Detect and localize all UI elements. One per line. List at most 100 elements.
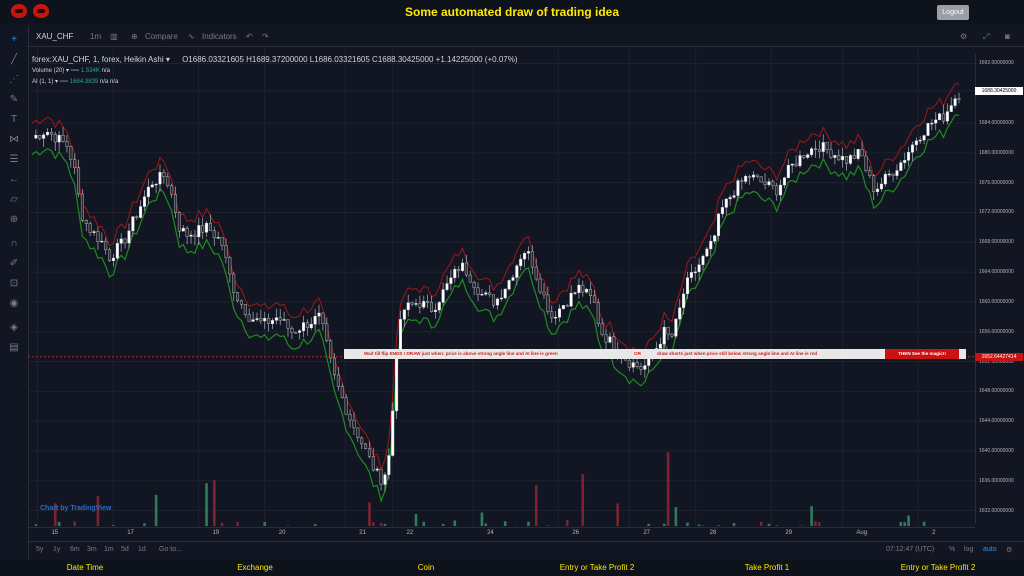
crosshair-icon[interactable]: +	[11, 34, 17, 45]
log-toggle[interactable]: log	[964, 546, 974, 553]
candle-body	[736, 180, 740, 196]
lock-drawing-icon[interactable]: ✐	[9, 258, 19, 269]
trash-icon[interactable]: ▤	[9, 342, 19, 353]
candle-body	[701, 255, 705, 265]
candle-body	[158, 172, 162, 185]
candle-body	[205, 222, 209, 233]
trend-line-icon[interactable]: ╱	[10, 54, 18, 65]
range-button-3m[interactable]: 3m	[87, 546, 97, 553]
candle-body	[410, 302, 414, 305]
volume-name[interactable]: Volume (20)	[32, 68, 65, 74]
candle-body	[542, 291, 546, 296]
range-button-1d[interactable]: 1d	[138, 546, 146, 553]
candle-body	[259, 318, 263, 322]
magnet-icon[interactable]: ∩	[10, 238, 18, 249]
range-button-5y[interactable]: 5y	[36, 546, 44, 553]
candle-body	[379, 468, 383, 485]
candle-body	[740, 180, 744, 182]
time-axis-label: 22	[406, 530, 414, 536]
zoom-in-icon[interactable]: ⊕	[9, 214, 19, 225]
redo-icon[interactable]: ↷	[262, 32, 269, 41]
range-button-5d[interactable]: 5d	[121, 546, 129, 553]
candle-body	[336, 374, 340, 387]
candle-body	[317, 312, 321, 317]
volume-bar	[565, 520, 569, 526]
prediction-icon[interactable]: ☰	[9, 154, 19, 165]
volume-bar	[810, 506, 813, 526]
ai-name[interactable]: AI (1, 1)	[32, 79, 54, 85]
text-icon[interactable]: T	[10, 114, 18, 125]
utc-clock[interactable]: 07:12:47 (UTC)	[886, 546, 935, 553]
candle-body	[422, 301, 426, 308]
indicators-button[interactable]: Indicators	[202, 32, 237, 41]
candle-body	[333, 357, 337, 376]
percent-toggle[interactable]: %	[949, 546, 956, 553]
candle-body	[864, 155, 868, 171]
footer-bar: Date Time Exchange Coin Entry or Take Profi…	[0, 560, 1024, 576]
fullscreen-icon[interactable]: ⤢	[983, 32, 990, 41]
range-button-6m[interactable]: 6m	[70, 546, 80, 553]
indicators-icon[interactable]: ∿	[188, 32, 195, 41]
price-axis-label: 1664.00000000	[979, 269, 1014, 276]
screenshot-icon[interactable]: ◙	[1005, 32, 1010, 41]
candle-body	[763, 181, 767, 185]
candle-body	[80, 193, 84, 221]
time-axis[interactable]: 15 17 19 20 21 22 24 26 27 28 29 Aug 2	[28, 527, 975, 540]
settings-icon[interactable]: ⚙	[960, 32, 968, 41]
price-chart[interactable]	[28, 48, 975, 526]
candle-body	[154, 183, 158, 186]
undo-icon[interactable]: ↶	[246, 32, 253, 41]
eye-icon[interactable]: ◉	[9, 298, 19, 309]
chart-type-icon[interactable]: ▥	[110, 32, 118, 41]
pattern-icon[interactable]: ⋈	[9, 134, 19, 145]
compare-button[interactable]: Compare	[145, 32, 178, 41]
compare-icon[interactable]: ⊕	[131, 32, 138, 41]
candle-body	[953, 98, 957, 106]
candle-body	[670, 333, 674, 337]
candle-body	[720, 207, 724, 215]
auto-toggle[interactable]: auto	[983, 546, 997, 553]
ruler-icon[interactable]: ▱	[10, 194, 18, 205]
volume-bar	[220, 522, 224, 526]
symbol-search[interactable]: XAU_CHF	[36, 32, 74, 41]
candle-body	[685, 277, 689, 295]
candle-body	[534, 266, 538, 280]
candle-body	[523, 253, 527, 260]
candle-body	[922, 135, 926, 141]
ai-na-1: n/a	[99, 79, 109, 85]
fib-icon[interactable]: ⋰	[9, 74, 19, 85]
layers-icon[interactable]: ◈	[10, 322, 18, 333]
price-axis-label: 1648.00000000	[979, 388, 1014, 395]
candle-body	[49, 132, 53, 135]
candle-body	[949, 105, 953, 112]
candle-body	[709, 241, 713, 250]
candle-body	[957, 98, 961, 100]
candle-body	[480, 294, 484, 296]
candle-body	[592, 295, 596, 303]
goto-button[interactable]: Go to...	[159, 546, 182, 553]
range-button-1y[interactable]: 1y	[53, 546, 61, 553]
candle-body	[682, 293, 686, 308]
legend-symbol[interactable]: forex:XAU_CHF, 1, forex, Heikin Ashi	[32, 55, 164, 64]
volume-bar	[372, 522, 375, 526]
volume-bar	[96, 496, 100, 526]
candle-body	[755, 174, 759, 177]
candle-body	[561, 305, 565, 309]
back-arrow-icon[interactable]: ←	[9, 174, 19, 185]
interval-button[interactable]: 1m	[90, 32, 102, 41]
candle-body	[426, 301, 430, 303]
lock-icon[interactable]: ⊡	[9, 278, 19, 289]
range-button-1m[interactable]: 1m	[104, 546, 114, 553]
tradingview-watermark[interactable]: Chart by TradingView	[40, 505, 112, 512]
candle-body	[918, 139, 922, 142]
candle-body	[139, 206, 143, 218]
logout-button[interactable]: Logout	[937, 5, 969, 20]
volume-bar	[379, 522, 383, 526]
candle-body	[751, 174, 755, 178]
brush-icon[interactable]: ✎	[9, 94, 19, 105]
banner-or: OR	[634, 351, 641, 356]
axis-settings-icon[interactable]: ⚙	[1006, 547, 1013, 554]
price-axis[interactable]: 1692.00000000 1688.30425000 1684.00000000 1…	[975, 54, 1024, 524]
volume-bar	[143, 523, 146, 526]
candle-body	[344, 397, 348, 415]
